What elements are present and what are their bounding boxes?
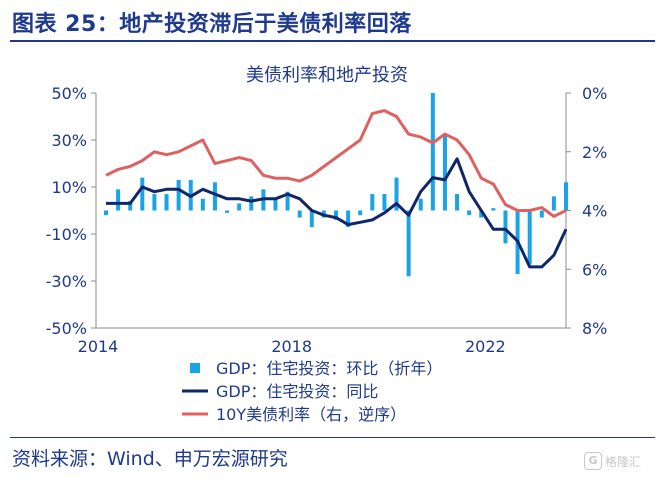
bar xyxy=(527,210,532,265)
bar xyxy=(309,210,314,227)
axes: 50% 30% 10% -10% -30% -50% 0% 2% 4% 6% 8% 2014 2018 2… xyxy=(46,84,608,356)
bar xyxy=(370,194,375,211)
bar xyxy=(491,208,496,211)
bar xyxy=(539,210,544,218)
bar-series xyxy=(104,93,568,277)
bar xyxy=(455,194,460,211)
bar xyxy=(406,210,411,277)
bar xyxy=(442,135,447,211)
bar xyxy=(564,182,568,211)
bar xyxy=(430,93,435,211)
bar xyxy=(467,210,472,216)
bar xyxy=(176,179,181,211)
series-line-yield xyxy=(105,109,567,218)
figure-title: 图表 25：地产投资滞后于美债利率回落 xyxy=(12,12,412,37)
bar xyxy=(212,182,217,211)
source-note: 资料来源：Wind、申万宏源研究 xyxy=(12,448,288,470)
source-divider xyxy=(10,437,655,438)
bar xyxy=(104,210,108,216)
y-right-tick-label: 0% xyxy=(582,84,607,103)
bar xyxy=(285,191,290,211)
x-tick-label: 2022 xyxy=(465,337,506,356)
bar xyxy=(164,194,169,211)
bar xyxy=(418,198,423,211)
bar xyxy=(128,201,133,211)
y-left-tick-label: 50% xyxy=(51,84,87,103)
bar xyxy=(225,210,230,213)
title-divider xyxy=(10,40,655,42)
y-left-tick-label: -10% xyxy=(46,225,87,244)
line-series xyxy=(105,109,568,269)
y-left-tick-label: 30% xyxy=(51,131,87,150)
bar xyxy=(237,203,242,211)
y-right-tick-label: 8% xyxy=(582,319,607,338)
y-right-tick-label: 6% xyxy=(582,260,607,279)
y-left-tick-label: -50% xyxy=(46,319,87,338)
y-left-tick-label: -30% xyxy=(46,272,87,291)
chart-title: 美债利率和地产投资 xyxy=(246,65,408,86)
bar xyxy=(249,196,254,211)
series-line-yoy xyxy=(106,157,568,269)
y-right-tick-label: 4% xyxy=(582,202,607,221)
watermark-text: 格隆汇 xyxy=(605,454,642,469)
legend: GDP：住宅投资：环比（折年） GDP：住宅投资：同比 10Y美债利率（右，逆序） xyxy=(182,359,442,424)
bar xyxy=(551,196,556,211)
bar xyxy=(346,210,351,227)
x-tick-label: 2014 xyxy=(78,337,119,356)
bar xyxy=(297,210,302,218)
bar xyxy=(140,177,145,211)
bar xyxy=(152,194,157,211)
legend-swatch-bar xyxy=(190,363,200,373)
x-tick-label: 2018 xyxy=(271,337,312,356)
y-left-tick-label: 10% xyxy=(51,178,87,197)
legend-label: GDP：住宅投资：环比（折年） xyxy=(216,359,442,378)
y-right-tick-label: 2% xyxy=(582,143,607,162)
bar xyxy=(503,210,508,244)
bar xyxy=(200,198,205,211)
bar xyxy=(479,210,484,218)
bar xyxy=(273,198,278,211)
gelonghui-logo-icon: G xyxy=(584,452,602,470)
watermark: G 格隆汇 xyxy=(584,452,641,470)
bar xyxy=(116,189,121,211)
legend-label: GDP：住宅投资：同比 xyxy=(216,382,378,401)
bar xyxy=(382,194,387,211)
bar xyxy=(334,210,338,220)
legend-label: 10Y美债利率（右，逆序） xyxy=(216,405,406,424)
bar xyxy=(358,210,363,216)
bar xyxy=(394,177,399,211)
